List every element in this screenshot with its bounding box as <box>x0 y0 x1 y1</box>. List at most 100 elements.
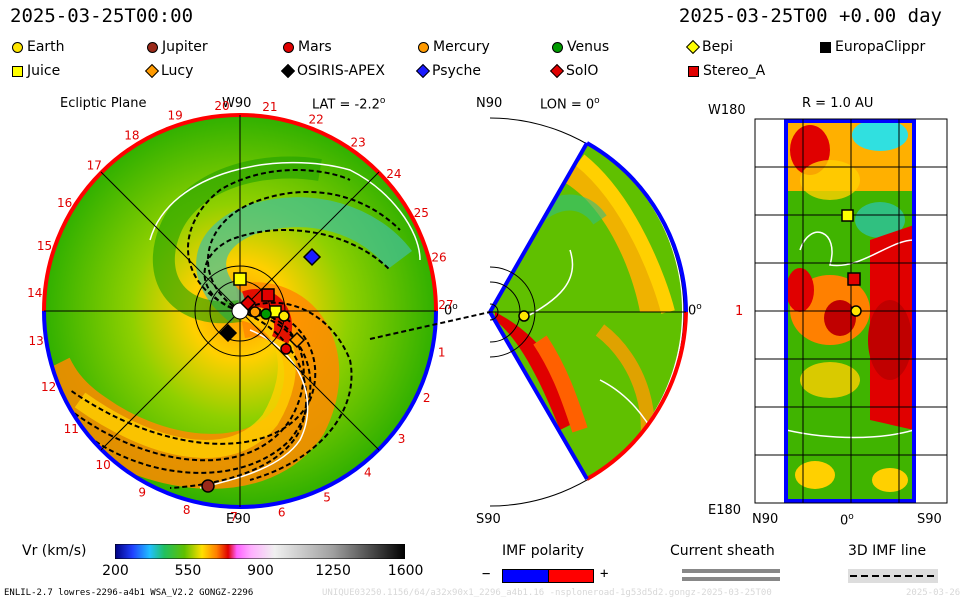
carrington-number: 7 <box>230 510 238 524</box>
legend-label: Lucy <box>161 63 194 79</box>
carrington-number: 9 <box>138 485 146 499</box>
circle-marker-icon <box>283 41 294 53</box>
imf-plus-label: + <box>600 566 609 582</box>
legend-label: Jupiter <box>162 39 208 55</box>
imf-minus-label: − <box>482 566 491 582</box>
carrington-number: 19 <box>168 109 183 123</box>
legend-item-venus: Venus <box>552 39 609 55</box>
stereo-a-marker <box>261 288 275 302</box>
radial-bottom-left-label: E180 <box>708 503 742 518</box>
colorbar-tick-label: 550 <box>174 563 202 579</box>
ecliptic-title: Ecliptic Plane <box>60 96 147 111</box>
meridional-right-label: 0o <box>688 302 702 319</box>
legend-label: Mars <box>298 39 332 55</box>
legend-label: Bepi <box>702 39 733 55</box>
mars-marker <box>280 343 292 355</box>
juice-marker-radial <box>841 209 854 222</box>
colorbar-tick-label: 900 <box>247 563 274 579</box>
legend-label: Psyche <box>432 63 481 79</box>
footer-model-info: ENLIL-2.7 lowres-2296-a4b1 WSA_V2.2 GONG… <box>4 588 254 598</box>
legend-item-juice: Juice <box>12 63 60 79</box>
legend-label: SolO <box>566 63 599 79</box>
legend-item-earth: Earth <box>12 39 65 55</box>
legend-item-jupiter: Jupiter <box>147 39 208 55</box>
ecliptic-right-label: 0o <box>444 302 458 319</box>
imf-negative-swatch <box>502 569 549 583</box>
earth-marker-radial <box>850 305 862 317</box>
carrington-number: 27 <box>438 298 453 312</box>
radial-x-mid: 0o <box>840 512 854 529</box>
carrington-number: 14 <box>27 286 42 300</box>
carrington-number: 18 <box>124 129 139 143</box>
earth-marker-meridional <box>518 310 530 322</box>
circle-marker-icon <box>147 41 158 53</box>
carrington-number: 10 <box>95 458 110 472</box>
psyche-marker <box>302 247 322 267</box>
colorbar-title: Vr (km/s) <box>22 543 87 559</box>
carrington-number: 24 <box>386 167 401 181</box>
legend-item-lucy: Lucy <box>144 63 194 79</box>
circle-marker-icon <box>12 41 23 53</box>
mercury-marker <box>249 306 261 318</box>
radial-r-label: R = 1.0 AU <box>802 96 874 111</box>
colorbar <box>115 544 405 559</box>
imf-line-title: 3D IMF line <box>848 543 927 559</box>
current-sheath-line-1 <box>682 569 780 573</box>
carrington-number: 5 <box>323 491 331 505</box>
legend-label: Earth <box>27 39 65 55</box>
radial-x-right: S90 <box>917 512 942 527</box>
datetime-left: 2025-03-25T00:00 <box>10 5 194 27</box>
stereo-a-marker-radial <box>847 272 861 286</box>
legend-item-osiris-apex: OSIRIS-APEX <box>280 63 385 79</box>
carrington-number: 15 <box>37 239 52 253</box>
carrington-number: 20 <box>214 99 229 113</box>
legend-label: Venus <box>567 39 610 55</box>
imf-polarity-title: IMF polarity <box>502 543 585 559</box>
carrington-number: 3 <box>398 432 406 446</box>
lucy-marker <box>288 331 306 349</box>
ecliptic-lat-label: LAT = -2.2o <box>312 96 386 113</box>
carrington-number: 21 <box>262 100 277 114</box>
legend-item-stereo-a: Stereo_A <box>688 63 765 79</box>
colorbar-tick-label: 200 <box>102 563 129 579</box>
ecliptic-bottom-label: E90 <box>226 512 251 527</box>
carrington-number: 12 <box>41 380 56 394</box>
colorbar-tick-label: 1250 <box>315 563 351 579</box>
radial-x-left: N90 <box>752 512 779 527</box>
legend-item-mercury: Mercury <box>418 39 490 55</box>
circle-marker-icon <box>552 41 563 53</box>
legend-label: OSIRIS-APEX <box>297 63 385 79</box>
jupiter-marker <box>201 479 215 493</box>
legend-label: EuropaClippr <box>835 39 926 55</box>
carrington-number: 17 <box>87 158 102 172</box>
current-sheath-line-2 <box>682 577 780 581</box>
legend-item-solo: SolO <box>549 63 599 79</box>
legend-item-mars: Mars <box>283 39 332 55</box>
legend-item-bepi: Bepi <box>685 39 733 55</box>
osiris-apex-marker <box>218 323 238 343</box>
radial-mid-label: 1 <box>735 304 744 319</box>
imf-line-sample <box>848 569 938 583</box>
carrington-number: 13 <box>29 334 44 348</box>
juice-marker <box>233 272 247 286</box>
legend-item-europaclippr: EuropaClippr <box>820 39 925 55</box>
carrington-number: 16 <box>57 196 72 210</box>
carrington-number: 22 <box>308 113 323 127</box>
carrington-number: 4 <box>364 466 372 480</box>
carrington-number: 2 <box>423 391 431 405</box>
meridional-lon-label: LON = 0o <box>540 96 600 113</box>
carrington-number: 1 <box>438 346 446 360</box>
carrington-number: 6 <box>278 506 286 520</box>
legend-label: Mercury <box>433 39 490 55</box>
square-marker-icon <box>12 65 23 77</box>
carrington-number: 26 <box>431 251 446 265</box>
footer-date-stamp: 2025-03-26 <box>906 588 960 598</box>
solo-marker <box>239 294 257 312</box>
square-marker-icon <box>820 41 831 53</box>
carrington-number: 23 <box>351 135 366 149</box>
legend-item-psyche: Psyche <box>415 63 481 79</box>
radial-top-left-label: W180 <box>708 103 746 118</box>
